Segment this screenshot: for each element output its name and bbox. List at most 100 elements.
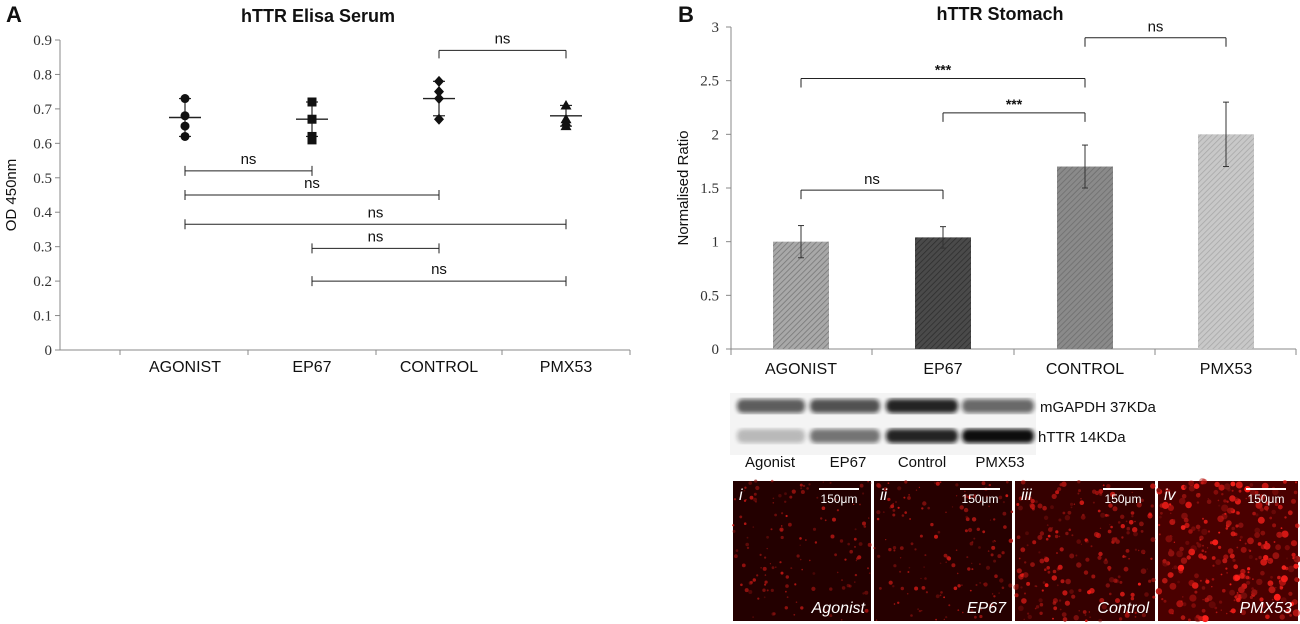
fluorescence-speck xyxy=(799,537,802,540)
fluorescence-speck xyxy=(1092,489,1097,494)
x-category-label: AGONIST xyxy=(149,359,221,376)
fluorescence-speck xyxy=(948,604,951,607)
significance-label: *** xyxy=(1006,96,1023,112)
fluorescence-speck xyxy=(1257,516,1265,524)
fluorescence-speck xyxy=(1279,614,1285,620)
x-category-label: AGONIST xyxy=(765,361,837,378)
fluorescence-speck xyxy=(1097,509,1101,513)
fluorescence-speck xyxy=(873,546,876,550)
fluorescence-speck xyxy=(1294,577,1299,582)
fluorescence-speck xyxy=(1059,608,1062,611)
fluorescence-speck xyxy=(991,593,994,595)
fluorescence-speck xyxy=(917,608,919,611)
fluorescence-speck xyxy=(1108,503,1113,508)
significance-bracket: ns xyxy=(311,228,440,254)
fluorescence-speck xyxy=(956,572,959,575)
fluorescence-speck xyxy=(1056,584,1059,587)
fluorescence-speck xyxy=(754,479,758,483)
fluorescence-speck xyxy=(766,535,769,539)
fluorescence-speck xyxy=(1199,579,1202,582)
fluorescence-speck xyxy=(1292,556,1295,560)
significance-bracket: *** xyxy=(800,62,1086,88)
fluorescence-speck xyxy=(1168,608,1174,615)
fluorescence-speck xyxy=(892,585,895,588)
fluorescence-speck xyxy=(868,572,871,574)
blot-lane-label-agonist: Agonist xyxy=(745,454,796,471)
micrograph-label: Agonist xyxy=(811,600,866,617)
fluorescence-speck xyxy=(894,500,898,504)
x-category-label: EP67 xyxy=(923,361,962,378)
significance-bracket: ns xyxy=(184,175,440,200)
fluorescence-speck xyxy=(1104,513,1108,517)
fluorescence-speck xyxy=(897,506,900,509)
fluorescence-speck xyxy=(1229,583,1232,586)
blot-band-httr xyxy=(810,429,880,443)
fluorescence-speck xyxy=(744,588,749,593)
fluorescence-speck xyxy=(1259,494,1265,501)
fluorescence-speck xyxy=(1018,557,1021,560)
fluorescence-speck xyxy=(1286,557,1288,560)
fluorescence-speck xyxy=(1052,598,1058,604)
fluorescence-speck xyxy=(1052,569,1057,574)
fluorescence-speck xyxy=(1064,515,1071,521)
fluorescence-speck xyxy=(786,596,789,599)
fluorescence-speck xyxy=(760,567,762,569)
fluorescence-speck xyxy=(1249,489,1257,496)
fluorescence-speck xyxy=(1008,583,1013,588)
fluorescence-speck xyxy=(982,530,986,534)
fluorescence-speck xyxy=(1197,529,1201,532)
fluorescence-speck xyxy=(1191,603,1196,608)
fluorescence-speck xyxy=(1108,569,1111,572)
fluorescence-speck xyxy=(1177,580,1180,584)
fluorescence-speck xyxy=(961,584,963,587)
fluorescence-speck xyxy=(914,548,917,551)
x-category-label: EP67 xyxy=(292,359,331,376)
fluorescence-speck xyxy=(877,554,881,558)
fluorescence-speck xyxy=(820,517,823,520)
fluorescence-speck xyxy=(841,586,846,590)
fluorescence-speck xyxy=(921,586,926,590)
fluorescence-speck xyxy=(1073,503,1076,505)
fluorescence-speck xyxy=(780,525,783,527)
fluorescence-speck xyxy=(1218,484,1225,491)
fluorescence-speck xyxy=(800,487,803,490)
fluorescence-speck xyxy=(1054,534,1059,539)
fluorescence-speck xyxy=(732,524,735,527)
fluorescence-speck xyxy=(775,566,777,568)
fluorescence-speck xyxy=(1119,580,1123,584)
fluorescence-speck xyxy=(1191,582,1199,589)
fluorescence-speck xyxy=(1218,545,1222,550)
fluorescence-speck xyxy=(743,522,747,525)
fluorescence-speck xyxy=(772,502,775,504)
blot-lane-label-pmx53: PMX53 xyxy=(975,454,1024,471)
fluorescence-speck xyxy=(741,563,746,568)
fluorescence-speck xyxy=(862,521,866,526)
fluorescence-speck xyxy=(946,556,952,561)
fluorescence-speck xyxy=(1251,589,1258,596)
fluorescence-speck xyxy=(1038,551,1041,554)
fluorescence-speck xyxy=(1152,595,1156,599)
data-point xyxy=(180,94,190,104)
fluorescence-speck xyxy=(1232,558,1236,562)
fluorescence-speck xyxy=(1197,543,1202,548)
fluorescence-speck xyxy=(1188,548,1196,556)
micrograph-label: PMX53 xyxy=(1240,600,1293,617)
fluorescence-speck xyxy=(1138,549,1140,552)
fluorescence-speck xyxy=(1295,481,1297,484)
fluorescence-speck xyxy=(1021,598,1027,604)
fluorescence-speck xyxy=(1185,501,1192,509)
blot-band-label-httr: hTTR 14KDa xyxy=(1038,429,1126,446)
fluorescence-speck xyxy=(840,619,843,621)
fluorescence-speck xyxy=(887,482,890,485)
fluorescence-speck xyxy=(1281,565,1287,570)
x-category-label: CONTROL xyxy=(1046,361,1124,378)
fluorescence-speck xyxy=(757,597,760,600)
fluorescence-speck xyxy=(822,481,824,483)
significance-bracket: ns xyxy=(311,261,567,287)
fluorescence-speck xyxy=(753,497,757,502)
y-tick-label: 1 xyxy=(712,235,720,251)
fluorescence-speck xyxy=(1188,529,1193,534)
fluorescence-speck xyxy=(864,608,869,613)
fluorescence-speck xyxy=(1291,552,1296,558)
fluorescence-speck xyxy=(1150,537,1156,542)
